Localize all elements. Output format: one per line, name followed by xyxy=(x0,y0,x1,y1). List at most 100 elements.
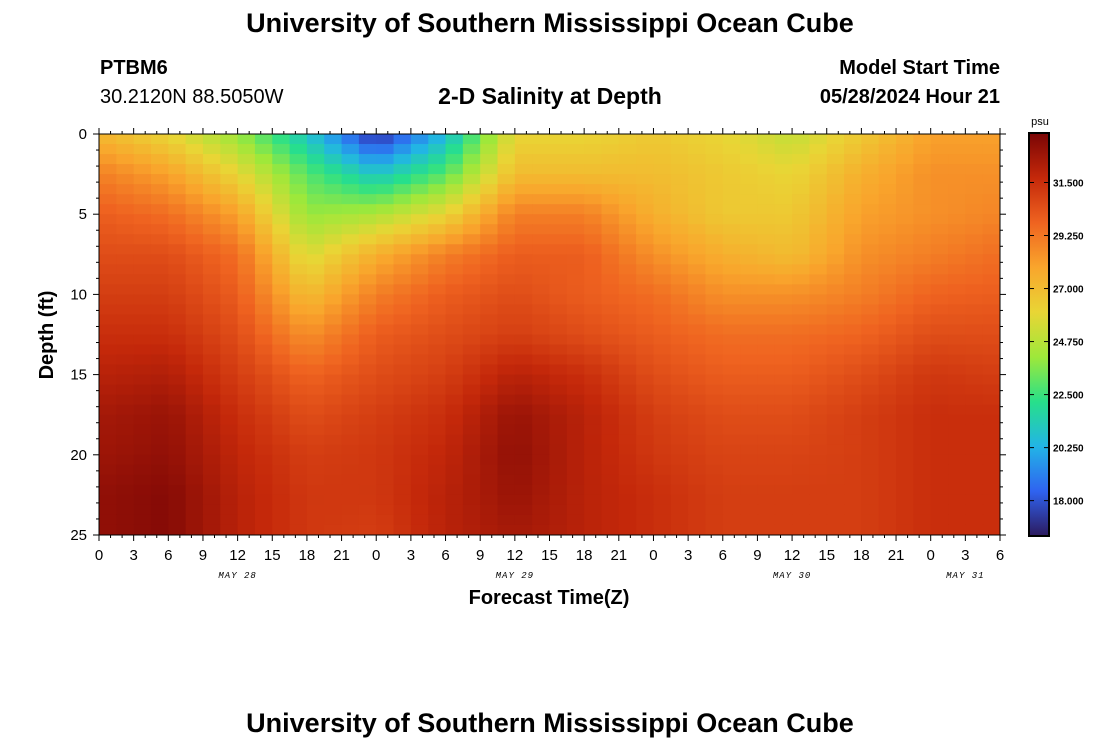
heatmap-cell xyxy=(341,334,360,346)
heatmap-cell xyxy=(116,444,135,456)
heatmap-cell xyxy=(930,344,949,356)
heatmap-cell xyxy=(306,474,325,486)
heatmap-cell xyxy=(254,234,273,245)
heatmap-cell xyxy=(913,234,932,245)
heatmap-cell xyxy=(133,184,152,195)
heatmap-cell xyxy=(740,464,759,476)
heatmap-cell xyxy=(844,474,862,486)
heatmap-cell xyxy=(722,314,741,326)
heatmap-cell xyxy=(99,224,117,235)
heatmap-cell xyxy=(133,374,152,386)
heatmap-cell xyxy=(549,214,568,225)
heatmap-cell xyxy=(636,444,655,456)
heatmap-cell xyxy=(514,254,533,265)
heatmap-cell xyxy=(358,234,377,245)
heatmap-cell xyxy=(133,424,152,436)
heatmap-cell xyxy=(358,514,377,526)
heatmap-cell xyxy=(930,464,949,476)
heatmap-cell xyxy=(358,194,377,205)
heatmap-cell xyxy=(948,294,966,306)
heatmap-cell xyxy=(930,304,949,316)
heatmap-cell xyxy=(168,404,187,416)
heatmap-cell xyxy=(306,314,325,326)
heatmap-cell xyxy=(826,424,845,436)
heatmap-cell xyxy=(133,444,152,456)
heatmap-cell xyxy=(168,194,187,205)
heatmap-cell xyxy=(237,504,256,516)
heatmap-cell xyxy=(878,354,897,366)
heatmap-cell xyxy=(636,164,655,175)
heatmap-cell xyxy=(289,524,308,535)
heatmap-cell xyxy=(254,314,273,326)
heatmap-cell xyxy=(653,434,672,446)
heatmap-cell xyxy=(601,384,620,396)
heatmap-cell xyxy=(584,284,603,295)
heatmap-cell xyxy=(237,144,256,155)
heatmap-cell xyxy=(566,184,585,195)
heatmap-cell xyxy=(740,474,759,486)
heatmap-cell xyxy=(324,434,343,446)
heatmap-cell xyxy=(705,454,724,466)
heatmap-cell xyxy=(99,474,117,486)
heatmap-cell xyxy=(254,414,273,426)
heatmap-cell xyxy=(653,354,672,366)
heatmap-cell xyxy=(393,194,412,205)
heatmap-cell xyxy=(202,334,221,346)
heatmap-cell xyxy=(514,404,533,416)
heatmap-cell xyxy=(462,254,481,265)
heatmap-cell xyxy=(358,324,377,336)
heatmap-cell xyxy=(653,154,672,165)
heatmap-cell xyxy=(930,134,949,145)
heatmap-cell xyxy=(410,474,429,486)
heatmap-cell xyxy=(532,334,551,346)
heatmap-cell xyxy=(549,324,568,336)
heatmap-cell xyxy=(826,134,845,145)
heatmap-cell xyxy=(168,264,187,275)
heatmap-cell xyxy=(116,384,135,396)
heatmap-cell xyxy=(480,244,499,255)
heatmap-cell xyxy=(272,254,291,265)
heatmap-cell xyxy=(844,394,862,406)
heatmap-cell xyxy=(532,154,551,165)
heatmap-cell xyxy=(740,364,759,376)
heatmap-cell xyxy=(202,174,221,185)
heatmap-cell xyxy=(428,484,447,496)
heatmap-cell xyxy=(393,144,412,155)
heatmap-cell xyxy=(168,174,187,185)
heatmap-cell xyxy=(168,524,187,535)
heatmap-cell xyxy=(601,494,620,506)
heatmap-cell xyxy=(948,514,966,526)
heatmap-cell xyxy=(913,384,932,396)
heatmap-cell xyxy=(774,474,793,486)
heatmap-cell xyxy=(393,394,412,406)
heatmap-cell xyxy=(913,224,932,235)
x-date-label: MAY 28 xyxy=(218,571,256,581)
heatmap-cell xyxy=(185,194,204,205)
heatmap-cell xyxy=(462,194,481,205)
heatmap-cell xyxy=(116,174,135,185)
x-tick-label: 6 xyxy=(441,547,449,564)
heatmap-cell xyxy=(324,174,343,185)
heatmap-cell xyxy=(289,494,308,506)
heatmap-cell xyxy=(653,214,672,225)
heatmap-cell xyxy=(549,464,568,476)
heatmap-cell xyxy=(428,464,447,476)
heatmap-cell xyxy=(358,424,377,436)
heatmap-cell xyxy=(688,194,707,205)
heatmap-cell xyxy=(792,514,811,526)
heatmap-cell xyxy=(774,434,793,446)
heatmap-cell xyxy=(376,304,395,316)
heatmap-cell xyxy=(705,484,724,496)
heatmap-cell xyxy=(358,294,377,306)
heatmap-cell xyxy=(844,194,862,205)
heatmap-cell xyxy=(896,294,914,306)
heatmap-cell xyxy=(982,364,1000,376)
heatmap-cell xyxy=(254,154,273,165)
heatmap-cell xyxy=(150,204,169,215)
heatmap-cell xyxy=(601,464,620,476)
heatmap-cell xyxy=(393,434,412,446)
heatmap-cell xyxy=(722,204,741,215)
heatmap-cell xyxy=(116,324,135,336)
heatmap-cell xyxy=(878,444,897,456)
heatmap-cell xyxy=(168,234,187,245)
